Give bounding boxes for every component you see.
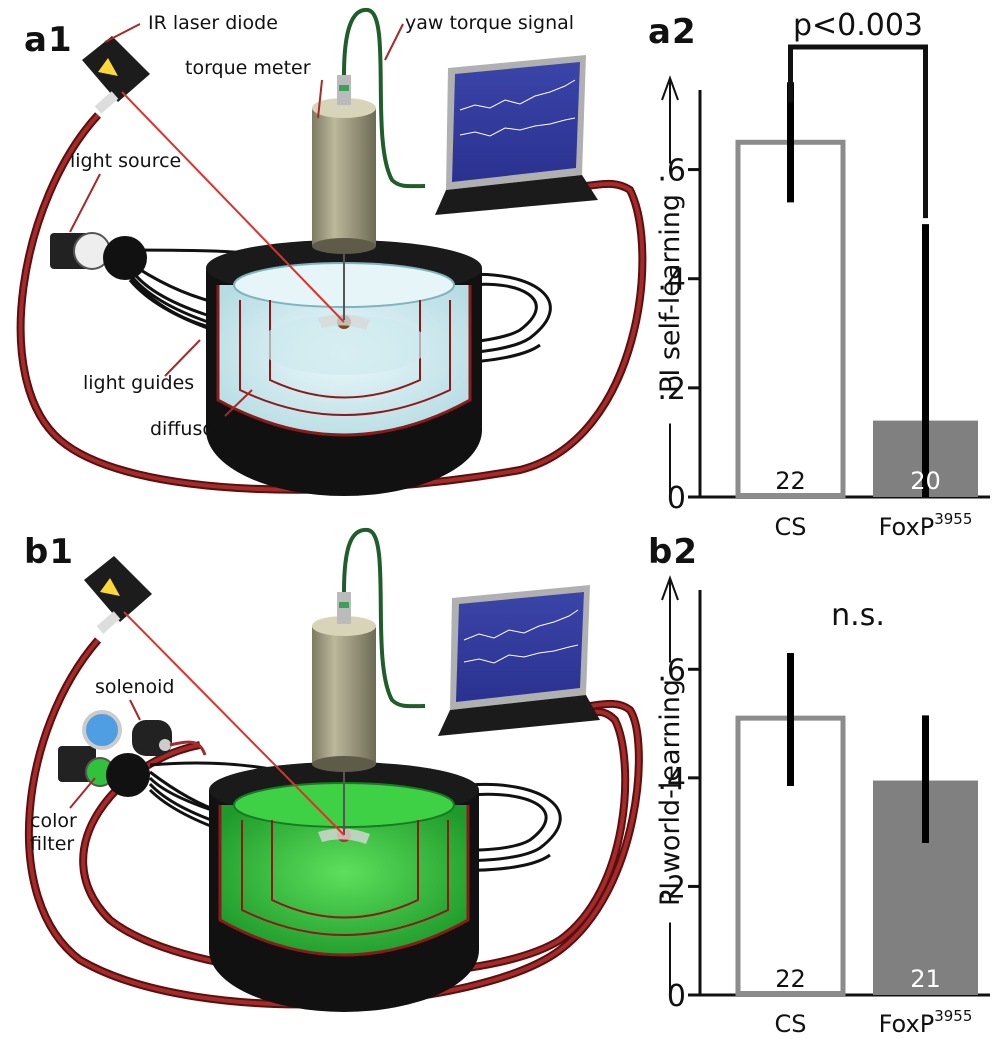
panel-label-b2: b2 <box>648 532 698 572</box>
a2-ylabel-arrow <box>661 75 679 101</box>
b2-ylabel-arrow <box>661 575 679 601</box>
a2-n-label-CS: 22 <box>775 467 806 495</box>
label-light-guides: light guides <box>83 372 195 394</box>
a2-n-label-FoxP: 20 <box>910 467 941 495</box>
ir-laser-a <box>82 36 345 323</box>
arena-b <box>209 762 479 1012</box>
b2-n-label-CS: 22 <box>775 965 806 993</box>
b2-ytick-label: .2 <box>657 870 686 905</box>
label-diffusor: diffusor <box>150 418 222 440</box>
label-light-source: light source <box>70 150 182 172</box>
yaw-cable-b <box>342 527 426 709</box>
a2-significance-label: p<0.003 <box>793 8 923 43</box>
laptop-b <box>438 585 600 736</box>
panel-label-a1: a1 <box>24 20 73 60</box>
a2-category-label-FoxP: FoxP3955 <box>879 510 973 541</box>
a2-ytick-label: .4 <box>657 263 686 298</box>
label-torque-meter: torque meter <box>185 57 311 79</box>
leaders-b <box>69 699 141 809</box>
a2-category-label-CS: CS <box>775 513 807 541</box>
a2-significance-bracket <box>788 44 928 219</box>
yaw-cable-a <box>342 7 426 189</box>
a2-y-axis-label: PI self-learning <box>655 194 686 393</box>
b2-n-label-FoxP: 21 <box>910 965 941 993</box>
panel-label-b1: b1 <box>24 532 74 572</box>
b2-y-axis-label: PI world-learning <box>655 679 686 906</box>
light-source-b <box>58 710 207 797</box>
panel-label-a2: a2 <box>648 12 697 52</box>
b2-significance-label: n.s. <box>831 598 885 633</box>
b2-ytick-label: .6 <box>657 653 686 688</box>
torque-meter-b <box>312 592 376 835</box>
b2-ytick-label: .4 <box>657 762 686 797</box>
b2-category-label-FoxP: FoxP3955 <box>879 1007 973 1038</box>
arena-a <box>206 240 482 496</box>
label-color: color <box>30 810 77 832</box>
a2-ytick-label: .2 <box>657 372 686 407</box>
ir-laser-b <box>84 556 345 836</box>
label-solenoid: solenoid <box>95 676 175 698</box>
a2-ytick-label: 0 <box>667 481 686 516</box>
torque-meter-a <box>312 75 376 320</box>
b2-ytick-label: 0 <box>667 979 686 1014</box>
b2-category-label-CS: CS <box>775 1010 807 1038</box>
label-filter: filter <box>30 833 75 855</box>
light-source-a <box>50 232 147 280</box>
leaders-a <box>69 23 404 417</box>
a2-ytick-label: .6 <box>657 154 686 189</box>
label-yaw-torque-signal: yaw torque signal <box>405 12 575 34</box>
laptop-a <box>435 55 598 215</box>
label-ir-laser-diode: IR laser diode <box>148 12 278 34</box>
